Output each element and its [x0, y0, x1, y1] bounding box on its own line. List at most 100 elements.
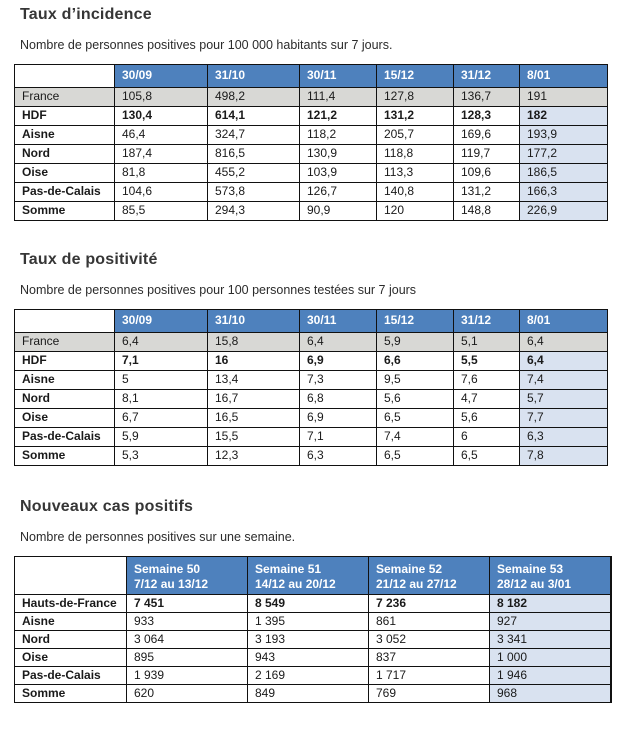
- value-cell: 5,1: [453, 332, 520, 352]
- value-cell: 7,4: [519, 370, 608, 390]
- value-cell: 7,3: [299, 370, 377, 390]
- value-cell: 5,5: [453, 351, 520, 371]
- value-cell: 7,1: [114, 351, 208, 371]
- value-cell: 177,2: [519, 144, 608, 164]
- column-header: 30/11: [299, 64, 377, 88]
- table-row: Nord 3 064 3 193 3 052 3 341: [14, 630, 612, 649]
- value-cell: 1 395: [247, 612, 369, 631]
- value-cell: 6: [453, 427, 520, 447]
- column-header: 30/09: [114, 64, 208, 88]
- row-label: Nord: [14, 389, 115, 409]
- value-cell: 81,8: [114, 163, 208, 183]
- section-new-cases: Nouveaux cas positifs Nombre de personne…: [14, 498, 627, 703]
- value-cell: 187,4: [114, 144, 208, 164]
- value-cell: 191: [519, 87, 608, 107]
- value-cell: 5,7: [519, 389, 608, 409]
- column-header: 31/10: [207, 64, 300, 88]
- table-row: France 6,4 15,8 6,4 5,9 5,1 6,4: [14, 332, 608, 352]
- value-cell: 13,4: [207, 370, 300, 390]
- value-cell: 128,3: [453, 106, 520, 126]
- value-cell: 5,3: [114, 446, 208, 466]
- table-row: HDF 7,1 16 6,9 6,6 5,5 6,4: [14, 351, 608, 371]
- column-header: 15/12: [376, 309, 454, 333]
- value-cell: 4,7: [453, 389, 520, 409]
- table-row: Aisne 5 13,4 7,3 9,5 7,6 7,4: [14, 370, 608, 390]
- value-cell: 169,6: [453, 125, 520, 145]
- value-cell: 3 193: [247, 630, 369, 649]
- value-cell: 131,2: [453, 182, 520, 202]
- section-incidence: Taux d’incidence Nombre de personnes pos…: [14, 6, 627, 221]
- value-cell: 573,8: [207, 182, 300, 202]
- value-cell: 148,8: [453, 201, 520, 221]
- column-header: 30/09: [114, 309, 208, 333]
- column-header: Semaine 52 21/12 au 27/12: [368, 556, 490, 595]
- row-label: HDF: [14, 106, 115, 126]
- value-cell: 6,4: [299, 332, 377, 352]
- value-cell: 620: [126, 684, 248, 703]
- value-cell: 294,3: [207, 201, 300, 221]
- report-page: Taux d’incidence Nombre de personnes pos…: [14, 6, 627, 703]
- column-header: Semaine 51 14/12 au 20/12: [247, 556, 369, 595]
- value-cell: 6,6: [376, 351, 454, 371]
- value-cell: 5,6: [453, 408, 520, 428]
- value-cell: 6,9: [299, 351, 377, 371]
- value-cell: 324,7: [207, 125, 300, 145]
- corner-cell: [14, 64, 115, 88]
- value-cell: 127,8: [376, 87, 454, 107]
- value-cell: 5,6: [376, 389, 454, 409]
- table-row: Aisne 46,4 324,7 118,2 205,7 169,6 193,9: [14, 125, 608, 145]
- value-cell: 8 549: [247, 594, 369, 613]
- table-row: Pas-de-Calais 1 939 2 169 1 717 1 946: [14, 666, 612, 685]
- corner-cell: [14, 309, 115, 333]
- value-cell: 6,4: [519, 351, 608, 371]
- value-cell: 3 341: [489, 630, 612, 649]
- value-cell: 15,5: [207, 427, 300, 447]
- value-cell: 7,6: [453, 370, 520, 390]
- row-label: Nord: [14, 630, 127, 649]
- table-row: HDF 130,4 614,1 121,2 131,2 128,3 182: [14, 106, 608, 126]
- value-cell: 16: [207, 351, 300, 371]
- column-header: 15/12: [376, 64, 454, 88]
- value-cell: 121,2: [299, 106, 377, 126]
- value-cell: 1 946: [489, 666, 612, 685]
- value-cell: 968: [489, 684, 612, 703]
- row-label: Pas-de-Calais: [14, 182, 115, 202]
- value-cell: 15,8: [207, 332, 300, 352]
- value-cell: 455,2: [207, 163, 300, 183]
- value-cell: 6,8: [299, 389, 377, 409]
- value-cell: 113,3: [376, 163, 454, 183]
- incidence-table: 30/09 31/10 30/11 15/12 31/12 8/01 France 105,8…: [14, 64, 608, 221]
- value-cell: 186,5: [519, 163, 608, 183]
- value-cell: 205,7: [376, 125, 454, 145]
- value-cell: 182: [519, 106, 608, 126]
- table-row: Somme 85,5 294,3 90,9 120 148,8 226,9: [14, 201, 608, 221]
- value-cell: 7,7: [519, 408, 608, 428]
- header-row: Semaine 50 7/12 au 13/12 Semaine 51 14/12 a…: [14, 556, 612, 595]
- value-cell: 6,5: [376, 408, 454, 428]
- value-cell: 90,9: [299, 201, 377, 221]
- value-cell: 3 052: [368, 630, 490, 649]
- column-header: 31/10: [207, 309, 300, 333]
- table-row: Nord 8,1 16,7 6,8 5,6 4,7 5,7: [14, 389, 608, 409]
- value-cell: 7 236: [368, 594, 490, 613]
- value-cell: 5,9: [114, 427, 208, 447]
- row-label: Nord: [14, 144, 115, 164]
- column-header: 31/12: [453, 309, 520, 333]
- row-label: Aisne: [14, 612, 127, 631]
- table-row: Somme 5,3 12,3 6,3 6,5 6,5 7,8: [14, 446, 608, 466]
- value-cell: 5,9: [376, 332, 454, 352]
- value-cell: 7,8: [519, 446, 608, 466]
- value-cell: 6,9: [299, 408, 377, 428]
- row-label: Oise: [14, 648, 127, 667]
- value-cell: 816,5: [207, 144, 300, 164]
- table-row: Nord 187,4 816,5 130,9 118,8 119,7 177,2: [14, 144, 608, 164]
- value-cell: 933: [126, 612, 248, 631]
- value-cell: 837: [368, 648, 490, 667]
- column-header: 31/12: [453, 64, 520, 88]
- value-cell: 6,5: [453, 446, 520, 466]
- section-subtitle: Nombre de personnes positives pour 100 p…: [20, 283, 417, 297]
- row-label: Hauts-de-France: [14, 594, 127, 613]
- value-cell: 166,3: [519, 182, 608, 202]
- value-cell: 140,8: [376, 182, 454, 202]
- value-cell: 849: [247, 684, 369, 703]
